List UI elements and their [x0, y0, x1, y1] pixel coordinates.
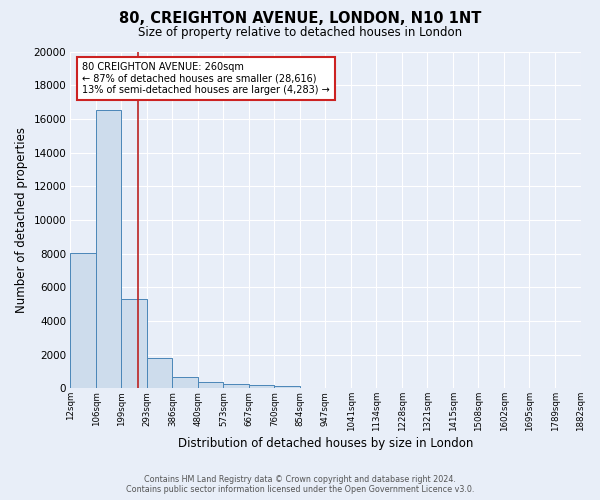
Bar [198, 382, 223, 388]
Y-axis label: Number of detached properties: Number of detached properties [15, 127, 28, 313]
Bar [223, 384, 249, 388]
Text: Contains HM Land Registry data © Crown copyright and database right 2024.: Contains HM Land Registry data © Crown c… [144, 474, 456, 484]
Text: 80 CREIGHTON AVENUE: 260sqm
← 87% of detached houses are smaller (28,616)
13% of: 80 CREIGHTON AVENUE: 260sqm ← 87% of det… [82, 62, 330, 95]
Bar [96, 110, 121, 388]
Bar [70, 252, 96, 388]
Bar [172, 376, 198, 388]
Text: Contains public sector information licensed under the Open Government Licence v3: Contains public sector information licen… [126, 484, 474, 494]
X-axis label: Distribution of detached houses by size in London: Distribution of detached houses by size … [178, 437, 473, 450]
Bar [147, 358, 172, 388]
Bar [121, 299, 147, 388]
Text: Size of property relative to detached houses in London: Size of property relative to detached ho… [138, 26, 462, 39]
Bar [249, 386, 274, 388]
Text: 80, CREIGHTON AVENUE, LONDON, N10 1NT: 80, CREIGHTON AVENUE, LONDON, N10 1NT [119, 11, 481, 26]
Bar [274, 386, 300, 388]
